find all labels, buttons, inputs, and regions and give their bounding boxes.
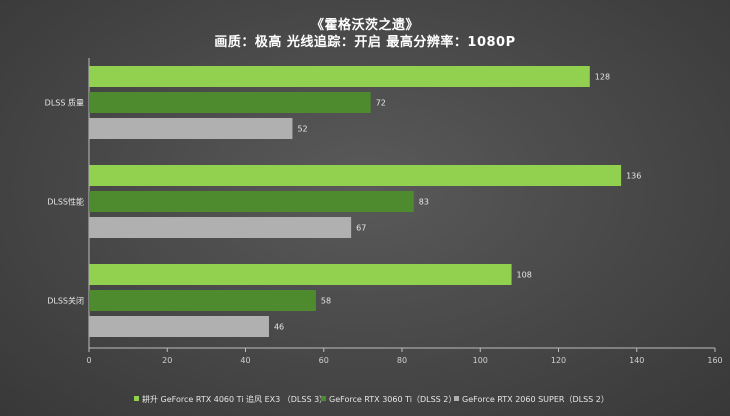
data-label: 72 <box>376 99 386 108</box>
x-tick-label: 140 <box>629 356 644 365</box>
data-label: 67 <box>356 224 366 233</box>
x-tick-label: 20 <box>162 356 172 365</box>
bar <box>89 191 414 212</box>
legend-swatch <box>454 396 459 401</box>
data-label: 46 <box>274 323 284 332</box>
bar <box>89 217 352 238</box>
data-label: 128 <box>595 73 610 82</box>
bar <box>89 118 293 139</box>
x-tick-label: 160 <box>707 356 722 365</box>
category-label: DLSS关闭 <box>47 296 84 306</box>
bar <box>89 165 622 186</box>
data-label: 58 <box>321 297 331 306</box>
chart-subtitle: 画质：极高 光线追踪：开启 最高分辨率：1080P <box>214 35 516 50</box>
legend-entry: GeForce RTX 2060 SUPER（DLSS 2） <box>462 395 609 404</box>
category-label: DLSS性能 <box>47 197 84 207</box>
x-tick-label: 60 <box>319 356 329 365</box>
x-tick-label: 0 <box>86 356 91 365</box>
category-label: DLSS 质量 <box>45 98 84 108</box>
data-label: 83 <box>419 198 429 207</box>
data-label: 136 <box>626 172 641 181</box>
data-label: 108 <box>517 271 532 280</box>
bar <box>89 290 316 311</box>
bar <box>89 316 269 337</box>
legend-entry: 耕升 GeForce RTX 4060 Ti 追风 EX3 （DLSS 3） <box>142 394 327 404</box>
bar <box>89 66 590 87</box>
x-tick-label: 120 <box>551 356 566 365</box>
legend-swatch <box>134 396 139 401</box>
legend-swatch <box>321 396 326 401</box>
data-label: 52 <box>297 125 307 134</box>
x-tick-label: 80 <box>397 356 407 365</box>
legend-entry: GeForce RTX 3060 Ti（DLSS 2） <box>329 395 456 404</box>
x-tick-label: 100 <box>473 356 488 365</box>
chart-title: 《霍格沃茨之遗》 <box>310 18 419 33</box>
bar <box>89 264 512 285</box>
x-tick-label: 40 <box>240 356 250 365</box>
bar <box>89 92 371 113</box>
